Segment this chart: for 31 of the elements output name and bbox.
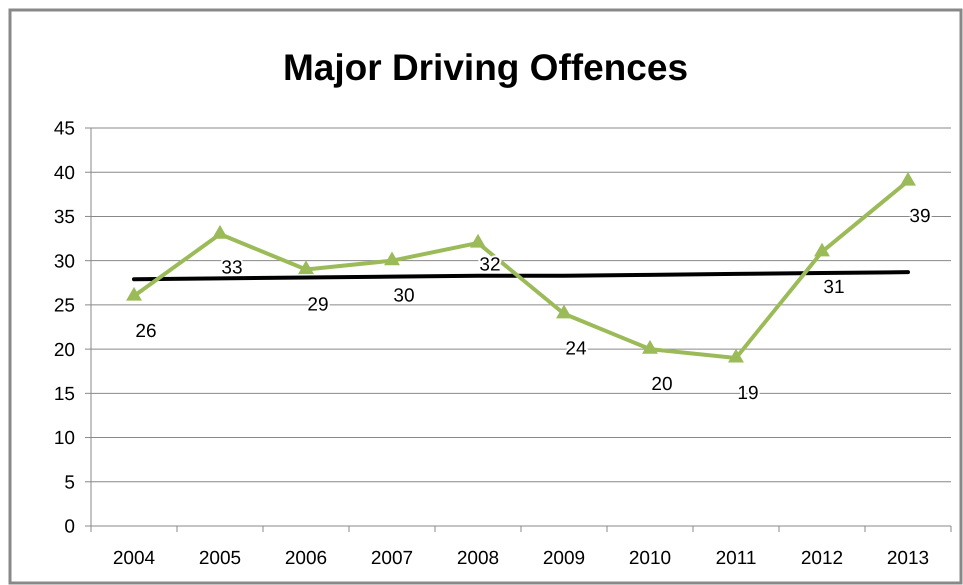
data-label: 26 xyxy=(135,321,157,342)
data-label: 24 xyxy=(565,338,587,360)
data-label: 33 xyxy=(221,257,243,278)
y-tick-label: 10 xyxy=(54,428,75,450)
chart-title: Major Driving Offences xyxy=(282,47,688,88)
y-tick-label: 5 xyxy=(64,472,75,494)
data-label: 20 xyxy=(651,374,673,396)
y-tick-label: 45 xyxy=(54,118,75,140)
y-tick-label: 0 xyxy=(64,516,75,538)
x-tick-label: 2008 xyxy=(456,548,500,569)
x-tick-label: 2005 xyxy=(198,548,242,569)
y-tick-label: 35 xyxy=(54,207,75,228)
y-tick-label: 20 xyxy=(54,340,75,361)
x-tick-label: 2007 xyxy=(370,548,414,569)
y-tick-label: 25 xyxy=(54,296,75,317)
data-label: 32 xyxy=(479,254,501,276)
data-label: 39 xyxy=(909,206,931,228)
data-label: 19 xyxy=(737,382,759,404)
y-tick-label: 15 xyxy=(54,384,75,405)
y-tick-label: 40 xyxy=(54,162,75,184)
x-tick-label: 2006 xyxy=(284,548,328,569)
y-tick-label: 30 xyxy=(54,251,75,272)
data-label: 31 xyxy=(823,276,845,298)
data-label: 30 xyxy=(393,286,415,307)
x-tick-label: 2004 xyxy=(112,548,156,569)
x-tick-label: 2010 xyxy=(628,548,672,569)
x-tick-label: 2013 xyxy=(886,548,930,569)
x-tick-label: 2011 xyxy=(716,548,756,569)
x-tick-label: 2012 xyxy=(800,548,844,569)
data-label: 29 xyxy=(307,294,329,316)
x-tick-label: 2009 xyxy=(542,548,586,569)
